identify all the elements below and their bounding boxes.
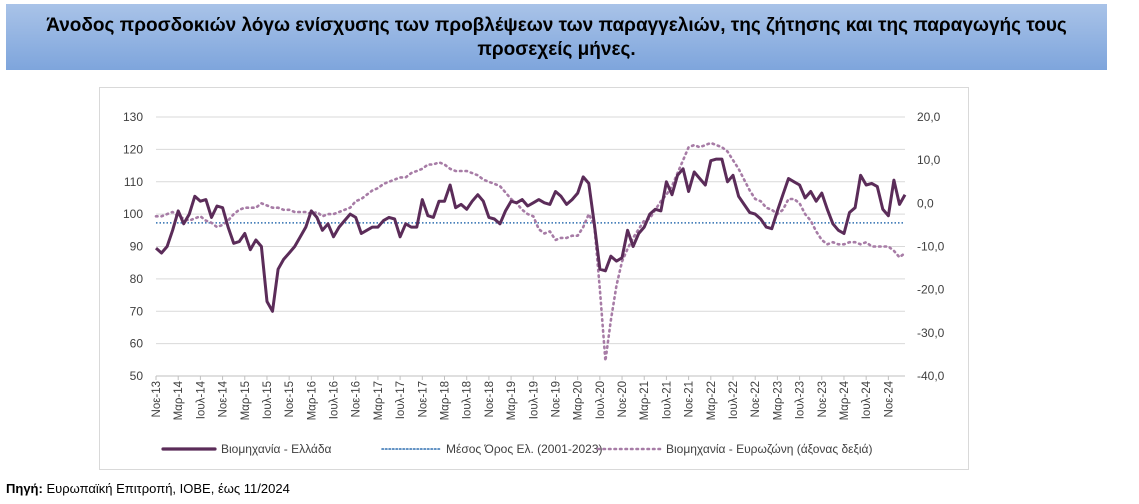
legend-label: Μέσος Όρος Ελ. (2001-2023) <box>446 442 603 456</box>
x-tick-label: Ιουλ-22 <box>728 381 740 419</box>
x-tick-label: Νοε-20 <box>617 381 629 417</box>
legend: Βιομηχανία - Ελλάδα Μέσος Όρος Ελ. (2001-… <box>161 442 872 456</box>
left-tick-label: 130 <box>123 110 143 124</box>
x-tick-label: Μαρ-22 <box>706 381 718 420</box>
left-tick-label: 100 <box>123 207 143 221</box>
x-tick-label: Μαρ-19 <box>506 381 518 420</box>
x-tick-label: Ιουλ-18 <box>462 381 474 419</box>
x-axis: Νοε-13 Μαρ-14 Ιουλ-14 Νοε-14 Μαρ-15 Ιουλ-15 Νο… <box>151 375 905 420</box>
x-tick-label: Ιουλ-14 <box>195 380 207 419</box>
x-tick-label: Νοε-21 <box>684 381 696 417</box>
x-tick-label: Μαρ-14 <box>173 380 185 420</box>
x-tick-label: Ιουλ-23 <box>795 381 807 419</box>
x-tick-label: Νοε-17 <box>417 381 429 417</box>
right-tick-label: -10,0 <box>917 240 945 254</box>
greece-series-line <box>155 157 907 313</box>
source-label: Πηγή: <box>6 481 43 496</box>
right-tick-label: -30,0 <box>917 326 945 340</box>
left-tick-label: 90 <box>130 240 144 254</box>
x-tick-label: Νοε-19 <box>550 381 562 417</box>
x-tick-label: Ιουλ-20 <box>595 381 607 419</box>
x-tick-label: Ιουλ-17 <box>395 381 407 419</box>
chart-title: Άνοδος προσδοκιών λόγω ενίσχυσης των προ… <box>46 15 1067 60</box>
title-banner: Άνοδος προσδοκιών λόγω ενίσχυσης των προ… <box>6 4 1107 70</box>
x-tick-label: Μαρ-20 <box>573 381 585 420</box>
right-tick-label: 10,0 <box>917 153 941 167</box>
left-tick-label: 60 <box>130 337 144 351</box>
x-tick-label: Μαρ-21 <box>639 381 651 420</box>
x-tick-label: Νοε-22 <box>750 381 762 417</box>
source-text: Ευρωπαϊκή Επιτροπή, ΙΟΒΕ, έως 11/2024 <box>42 481 290 496</box>
x-tick-label: Ιουλ-15 <box>262 381 274 419</box>
x-tick-label: Ιουλ-24 <box>861 380 873 419</box>
right-tick-label: -20,0 <box>917 283 945 297</box>
x-tick-label: Νοε-13 <box>151 381 163 417</box>
x-tick-label: Νοε-15 <box>284 381 296 417</box>
x-tick-label: Νοε-23 <box>817 381 829 417</box>
right-tick-label: 0,0 <box>917 196 934 210</box>
left-axis: 50 60 70 80 90 100 110 120 130 <box>123 110 143 383</box>
x-tick-label: Νοε-24 <box>883 380 895 417</box>
eurozone-series-line <box>154 141 907 363</box>
left-tick-label: 70 <box>130 304 144 318</box>
legend-label: Βιομηχανία - Ελλάδα <box>221 442 332 456</box>
left-tick-label: 80 <box>130 272 144 286</box>
x-tick-label: Μαρ-16 <box>306 381 318 420</box>
x-tick-label: Νοε-18 <box>484 381 496 417</box>
left-tick-label: 120 <box>123 142 143 156</box>
x-tick-label: Μαρ-17 <box>373 381 385 420</box>
x-tick-label: Ιουλ-21 <box>661 381 673 419</box>
left-tick-label: 50 <box>130 369 144 383</box>
x-tick-label: Μαρ-18 <box>440 381 452 420</box>
x-tick-label: Ιουλ-19 <box>528 381 540 419</box>
left-tick-label: 110 <box>124 175 143 189</box>
gridlines <box>156 116 905 377</box>
right-tick-label: -40,0 <box>917 369 945 383</box>
x-tick-label: Μαρ-24 <box>839 380 851 420</box>
series-lines <box>154 141 907 363</box>
right-tick-label: 20,0 <box>917 110 941 124</box>
x-tick-label: Νοε-14 <box>218 380 230 417</box>
x-tick-label: Μαρ-23 <box>772 381 784 420</box>
source-note: Πηγή: Ευρωπαϊκή Επιτροπή, ΙΟΒΕ, έως 11/2… <box>6 481 290 496</box>
x-tick-label: Ιουλ-16 <box>329 381 341 419</box>
x-tick-label: Μαρ-15 <box>240 381 252 420</box>
right-axis: -40,0 -30,0 -20,0 -10,0 0,0 10,0 20,0 <box>917 110 945 383</box>
legend-label: Βιομηχανία - Ευρωζώνη (άξονας δεξιά) <box>666 442 872 456</box>
x-tick-label: Νοε-16 <box>351 381 363 417</box>
